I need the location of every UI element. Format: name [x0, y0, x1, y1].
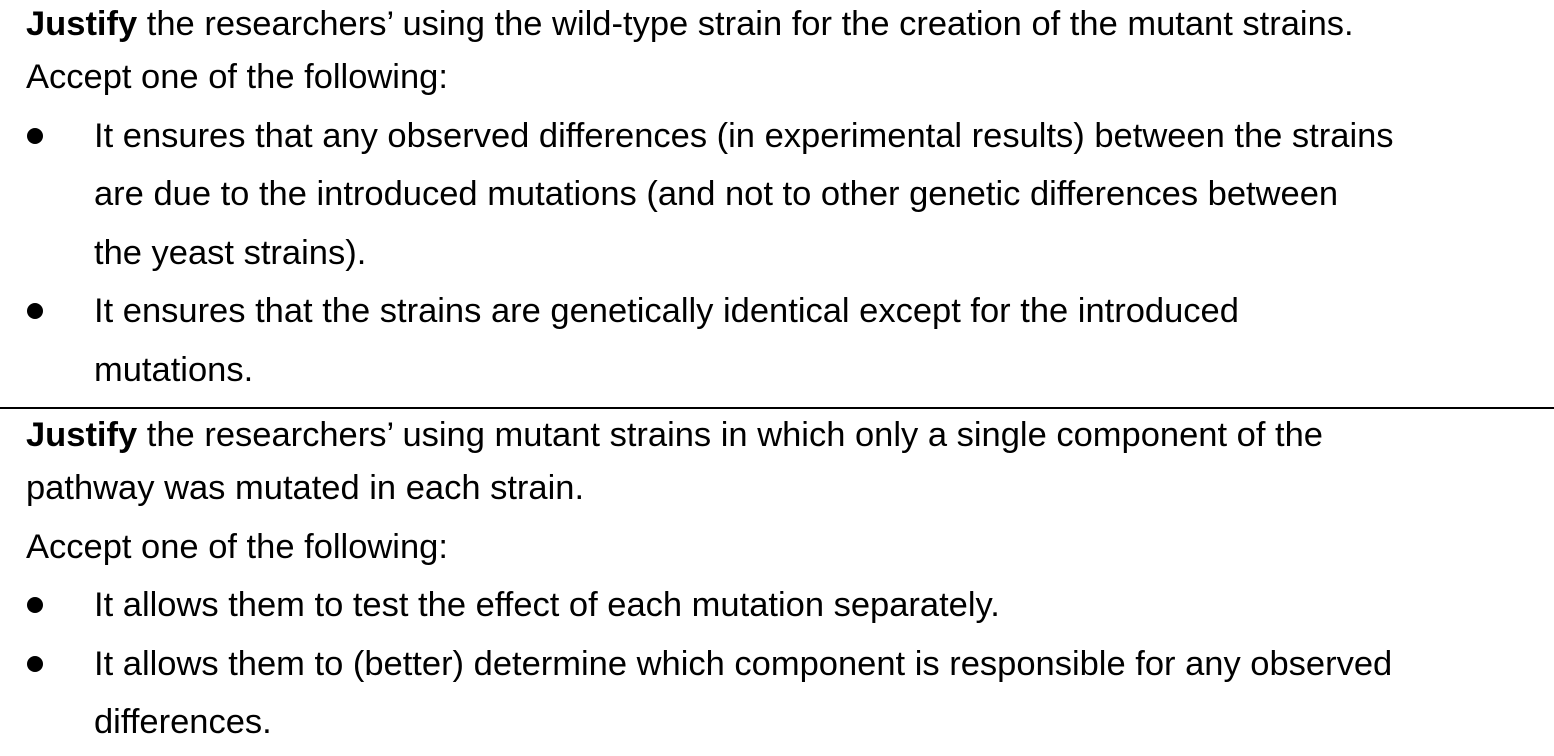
bullet-icon [27, 597, 43, 613]
answer-line: It allows them to (better) determine whi… [94, 644, 1393, 683]
command-word: Justify [26, 5, 138, 43]
answer-line: the yeast strains). [94, 233, 367, 272]
answer-text: It ensures that any observed differences… [94, 107, 1554, 283]
bullet-icon [27, 127, 43, 144]
answer-line: mutations. [94, 350, 254, 389]
accept-instruction: Accept one of the following: [26, 58, 448, 96]
marking-section-wild-type: Justify the researchers’ using the wild-… [0, 0, 1554, 399]
answer-text: It ensures that the strains are genetica… [94, 282, 1554, 399]
answer-line: are due to the introduced mutations (and… [94, 175, 1339, 213]
accept-instruction: Accept one of the following: [26, 527, 448, 566]
bullet-icon [27, 303, 43, 319]
answer-bullet: It ensures that any observed differences… [0, 107, 1554, 283]
section-divider [0, 407, 1554, 409]
question-prompt: Justify the researchers’ using mutant st… [0, 411, 1554, 459]
command-word: Justify [26, 416, 138, 454]
answer-line: It ensures that any observed differences… [94, 116, 1394, 155]
marking-section-single-mutation: Justify the researchers’ using mutant st… [0, 411, 1554, 752]
question-text: the researchers’ using the wild-type str… [137, 5, 1354, 43]
bullet-icon [27, 655, 43, 672]
answer-text: It allows them to test the effect of eac… [94, 576, 1554, 635]
question-text: the researchers’ using mutant strains in… [137, 416, 1323, 454]
answer-bullet: It allows them to test the effect of eac… [0, 576, 1554, 635]
answer-line: It allows them to test the effect of eac… [94, 586, 1000, 624]
answer-line: It ensures that the strains are genetica… [94, 292, 1239, 330]
answer-text: It allows them to (better) determine whi… [94, 635, 1554, 752]
question-text-continued: pathway was mutated in each strain. [26, 469, 585, 507]
answer-bullet: It ensures that the strains are genetica… [0, 282, 1554, 399]
answer-bullet: It allows them to (better) determine whi… [0, 635, 1554, 752]
question-prompt: Justify the researchers’ using the wild-… [0, 0, 1554, 48]
answer-line: differences. [94, 703, 272, 741]
